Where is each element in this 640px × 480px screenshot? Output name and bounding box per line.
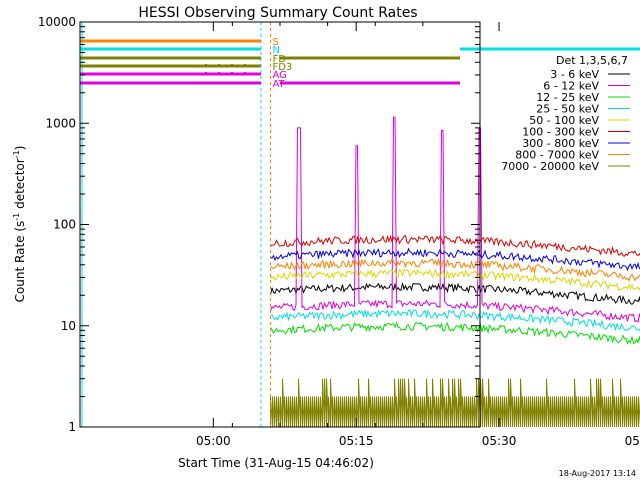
x-tick-label: 05:30: [482, 434, 517, 448]
y-tick-label: 100: [53, 218, 76, 232]
x-tick-label: 05:45: [625, 434, 640, 448]
flag-label: S: [272, 37, 278, 48]
series-line: [270, 116, 640, 323]
flag-dot: [231, 64, 233, 66]
series-line: [270, 378, 640, 428]
series-line: [270, 258, 640, 282]
flag-dot: [218, 64, 220, 66]
y-tick-label: 10: [61, 319, 76, 333]
flag-label: AT: [272, 79, 285, 90]
flag-dot: [205, 72, 207, 74]
x-tick-label: 05:15: [339, 434, 374, 448]
series-line: [270, 234, 640, 257]
legend-label: 100 - 300 keV: [522, 126, 599, 139]
legend-label: 25 - 50 keV: [536, 103, 599, 116]
legend-label: 300 - 800 keV: [522, 137, 599, 150]
y-axis: 1 10 100 1000 10000: [38, 15, 480, 434]
flag-dot: [244, 64, 246, 66]
flag-dot: [218, 72, 220, 74]
x-axis-label: Start Time (31-Aug-15 04:46:02): [178, 456, 374, 470]
legend-label: 50 - 100 keV: [529, 114, 599, 127]
series-line: [270, 321, 640, 345]
legend-label: 3 - 6 keV: [550, 68, 599, 81]
legend-label: 800 - 7000 keV: [515, 149, 599, 162]
legend-label: 6 - 12 keV: [543, 80, 599, 93]
flag-label: FD: [272, 54, 286, 65]
flag-label: N: [272, 45, 279, 56]
footer-timestamp: 18-Aug-2017 13:14: [559, 469, 636, 478]
flag-label: AG: [272, 70, 286, 81]
flag-dot: [205, 64, 207, 66]
chart-title: HESSI Observing Summary Count Rates: [138, 5, 417, 21]
flag-label: FD3: [272, 62, 292, 73]
flag-dot: [231, 72, 233, 74]
legend-label: 7000 - 20000 keV: [501, 160, 599, 173]
series-line: [270, 247, 640, 272]
plot-layer: [81, 22, 640, 428]
series-line: [270, 268, 640, 291]
legend-label: 12 - 25 keV: [536, 91, 599, 104]
y-tick-label: 1000: [45, 116, 76, 130]
flag-dot: [244, 72, 246, 74]
x-tick-label: 05:00: [196, 434, 231, 448]
y-tick-label: 1: [68, 420, 76, 434]
series-line: [270, 309, 640, 332]
y-tick-label: 10000: [38, 15, 76, 29]
legend-title: Det 1,3,5,6,7: [556, 54, 628, 67]
y-axis-label: Count Rate (s-1 detector-1): [12, 146, 27, 303]
series-line: [270, 282, 640, 305]
